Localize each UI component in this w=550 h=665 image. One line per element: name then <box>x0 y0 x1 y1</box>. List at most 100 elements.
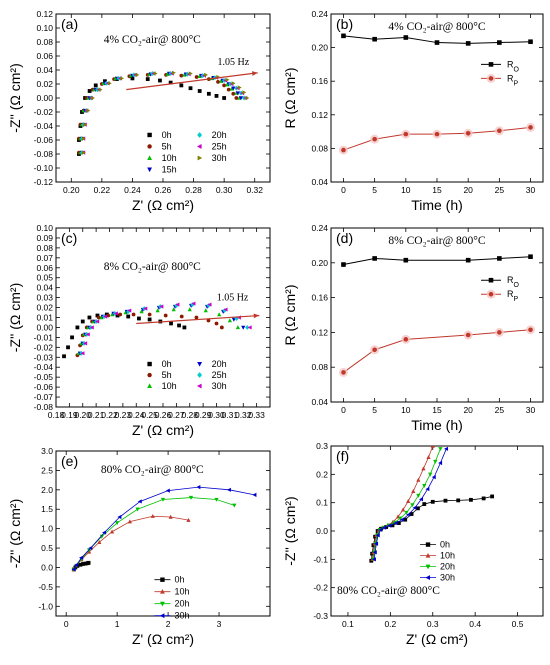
legend-marker <box>197 155 203 161</box>
y-tick-label: -0.12 <box>34 177 54 187</box>
data-point <box>163 313 168 318</box>
data-point <box>139 309 144 314</box>
series-20h <box>77 303 246 356</box>
data-point <box>103 79 107 84</box>
y-tick-label: -0.04 <box>34 121 54 131</box>
data-point <box>425 486 430 492</box>
data-point <box>206 91 211 96</box>
x-tick-label: 5 <box>372 405 377 415</box>
x-tick-label: 0.19 <box>61 410 78 420</box>
data-point <box>372 256 377 261</box>
x-tick-label: 0.29 <box>195 410 212 420</box>
plot-area <box>338 33 536 155</box>
data-point <box>465 332 471 338</box>
y-tick-label: 0.2 <box>316 469 328 479</box>
data-point <box>223 307 228 312</box>
legend-marker <box>488 62 494 67</box>
x-tick-label: 0.1 <box>342 619 354 629</box>
x-tick-label: 10 <box>401 405 411 415</box>
y-axis-title: -Z'' (Ω cm²) <box>7 283 23 352</box>
x-tick-label: 0.30 <box>208 410 225 420</box>
x-tick-label: 0 <box>64 619 69 629</box>
x-tick-label: 10 <box>401 185 411 195</box>
y-tick-label: -1.0 <box>38 601 53 611</box>
x-tick-label: 0.3 <box>427 619 439 629</box>
series-25h <box>79 302 250 356</box>
legend-marker <box>147 132 152 138</box>
annotation: 1.05 Hz <box>136 293 260 325</box>
data-point <box>416 493 421 498</box>
data-point <box>433 459 438 464</box>
y-tick-label: -0.05 <box>34 372 54 382</box>
y-tick-label: -0.03 <box>34 352 54 362</box>
data-point <box>79 555 84 560</box>
legend-marker <box>160 589 165 594</box>
data-point <box>231 86 236 91</box>
y-tick-label: 0.03 <box>36 293 53 303</box>
data-point <box>528 125 533 130</box>
data-point <box>426 455 431 460</box>
data-point <box>406 512 411 517</box>
legend-marker <box>160 577 165 582</box>
series-0h <box>369 494 495 563</box>
legend-label: 10h <box>162 381 177 391</box>
y-tick-label: 2.5 <box>41 465 53 475</box>
data-point <box>118 312 123 317</box>
data-point <box>182 72 187 77</box>
data-point <box>168 514 173 519</box>
data-point <box>115 313 120 318</box>
y-axis-title: -Z'' (Ω cm²) <box>282 496 298 565</box>
legend-marker <box>196 383 202 389</box>
x-tick-label: 0 <box>341 405 346 415</box>
y-tick-label: -0.02 <box>34 107 54 117</box>
data-point <box>372 550 377 555</box>
x-tick-label: 0.20 <box>74 410 91 420</box>
data-point <box>422 483 427 488</box>
legend-label: RO <box>507 275 520 289</box>
panel-label: (e) <box>61 453 78 469</box>
data-point <box>187 307 192 312</box>
legend-label: 20h <box>212 359 227 369</box>
data-point <box>197 89 202 93</box>
legend-label: 0h <box>162 130 172 140</box>
data-point <box>159 304 164 309</box>
y-tick-label: 0.06 <box>36 263 53 273</box>
panel-title: 80% CO₂-air@ 800°C <box>101 464 204 476</box>
plot-area <box>62 301 252 359</box>
panel-title: 4% CO₂-air@ 800°C <box>104 34 201 46</box>
annotation-arrow-head <box>253 313 260 319</box>
data-point <box>127 519 132 524</box>
legend-marker <box>425 575 431 581</box>
data-point <box>217 312 222 317</box>
series-30h <box>71 485 257 572</box>
data-point <box>80 351 85 356</box>
data-point <box>90 95 95 101</box>
data-point <box>226 487 231 492</box>
annotation-arrow-line <box>136 314 260 325</box>
data-point <box>81 136 86 141</box>
data-point <box>219 325 224 330</box>
data-point <box>341 370 346 375</box>
legend-label: 30h <box>212 381 227 391</box>
x-tick-label: 0 <box>341 185 346 195</box>
chart-panel-c: 0.180.190.200.210.220.230.240.250.260.27… <box>7 223 271 438</box>
data-point <box>247 325 252 330</box>
annotation-arrow-head <box>251 71 258 76</box>
x-tick-label: 0.18 <box>48 410 65 420</box>
x-axis-title: Z' (Ω cm²) <box>132 631 194 647</box>
series-10h <box>76 307 240 356</box>
x-tick-label: 0.28 <box>181 410 198 420</box>
series-line <box>373 448 441 560</box>
legend-marker <box>147 155 153 160</box>
data-point <box>341 262 346 267</box>
data-point <box>390 523 395 528</box>
data-point <box>155 308 160 313</box>
data-point <box>399 517 404 522</box>
x-tick-label: 2 <box>166 619 171 629</box>
data-point <box>87 548 92 553</box>
panel-label: (f) <box>336 448 349 464</box>
y-axis-title: -Z'' (Ω cm²) <box>7 63 23 132</box>
